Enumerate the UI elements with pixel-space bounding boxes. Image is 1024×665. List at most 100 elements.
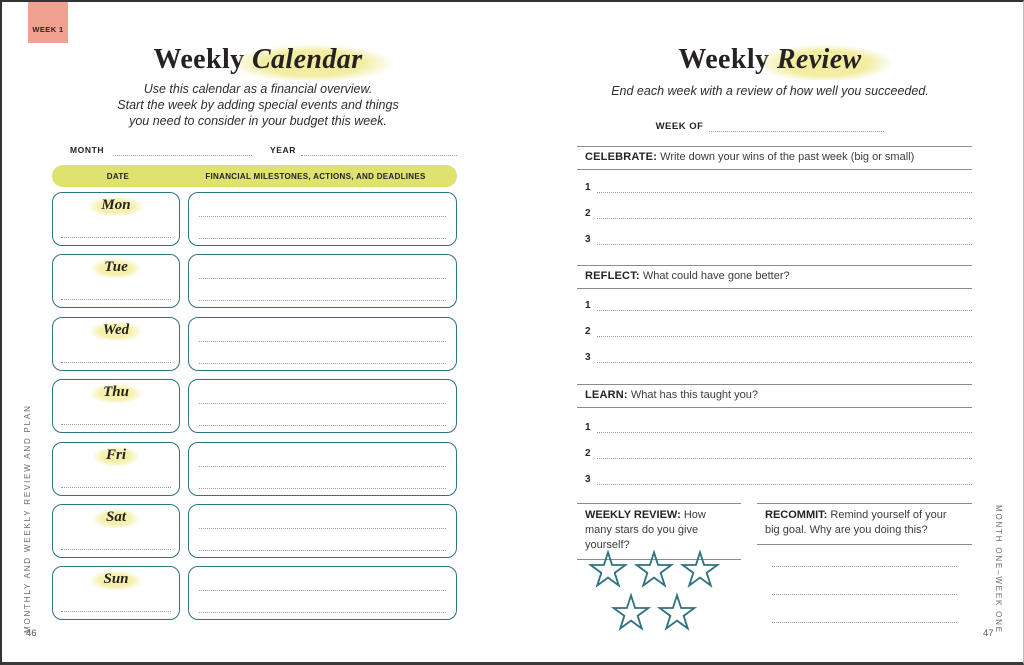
section-prompt: Write down your wins of the past week (b… xyxy=(660,151,915,163)
calendar-instructions: Use this calendar as a financial overvie… xyxy=(2,81,514,129)
table-row-sunday: Sun xyxy=(52,566,457,620)
day-name-label: Fri xyxy=(105,447,126,463)
month-label: MONTH xyxy=(70,145,105,155)
date-box: Sat xyxy=(52,504,180,558)
item-number: 3 xyxy=(585,474,591,485)
table-row-friday: Fri xyxy=(52,442,457,496)
left-margin-section-label: MONTHLY AND WEEKLY REVIEW AND PLAN xyxy=(23,404,32,633)
write-in-line xyxy=(199,238,446,239)
date-write-in-line xyxy=(61,237,171,238)
day-name-label: Sat xyxy=(105,509,126,525)
star-rating-row-2 xyxy=(611,592,697,632)
page-title-weekly-review: Weekly Review xyxy=(514,44,1023,76)
write-in-line xyxy=(772,566,957,567)
milestones-box xyxy=(188,192,457,246)
section-label: LEARN: xyxy=(585,389,628,401)
right-margin-section-label: MONTH ONE–WEEK ONE xyxy=(994,505,1003,634)
date-write-in-line xyxy=(61,487,171,488)
write-in-line xyxy=(596,362,972,363)
star-icon xyxy=(680,549,720,589)
milestones-box xyxy=(188,254,457,308)
day-name-label: Mon xyxy=(101,197,131,213)
write-in-line xyxy=(199,300,446,301)
table-row-wednesday: Wed xyxy=(52,317,457,371)
item-number: 2 xyxy=(585,208,591,219)
milestones-box xyxy=(188,504,457,558)
item-number: 1 xyxy=(585,422,591,433)
year-label: YEAR xyxy=(270,145,297,155)
page-title-weekly-calendar: Weekly Calendar xyxy=(2,44,514,76)
write-in-line xyxy=(199,425,446,426)
table-row-saturday: Sat xyxy=(52,504,457,558)
write-in-line xyxy=(596,192,972,193)
page-number-left: 46 xyxy=(26,628,37,639)
write-in-line xyxy=(772,594,957,595)
star-rating-row-1 xyxy=(588,549,720,589)
item-number: 2 xyxy=(585,326,591,337)
date-box: Wed xyxy=(52,317,180,371)
weekly-review-page: Weekly Review End each week with a revie… xyxy=(514,2,1023,662)
title-word: Weekly xyxy=(153,44,245,75)
week-of-write-in-line xyxy=(709,122,885,132)
item-number: 1 xyxy=(585,182,591,193)
star-icon xyxy=(611,592,651,632)
weekly-calendar-page: WEEK 1 Weekly Calendar Use this calendar… xyxy=(2,2,514,662)
section-header-learn: LEARN: What has this taught you? xyxy=(577,384,972,408)
section-prompt: Remind yourself of your big goal. Why ar… xyxy=(765,509,947,536)
page-number-right: 47 xyxy=(983,628,994,639)
list-item: 2 xyxy=(585,202,972,219)
star-icon xyxy=(634,549,674,589)
section-prompt: How many stars do you give yourself? xyxy=(585,509,706,551)
item-number: 3 xyxy=(585,352,591,363)
write-in-line xyxy=(596,218,972,219)
write-in-line xyxy=(596,244,972,245)
write-in-line xyxy=(596,458,972,459)
star-icon xyxy=(588,549,628,589)
calendar-table-header: DATE FINANCIAL MILESTONES, ACTIONS, AND … xyxy=(52,165,457,187)
year-write-in-line xyxy=(301,145,457,156)
section-prompt: What has this taught you? xyxy=(630,389,759,401)
section-label: CELEBRATE: xyxy=(585,151,658,163)
date-write-in-line xyxy=(61,299,171,300)
write-in-line xyxy=(199,528,446,529)
item-number: 1 xyxy=(585,300,591,311)
date-box: Fri xyxy=(52,442,180,496)
write-in-line xyxy=(596,310,972,311)
date-box: Tue xyxy=(52,254,180,308)
date-write-in-line xyxy=(61,611,171,612)
section-label: REFLECT: xyxy=(585,270,640,282)
day-name-label: Thu xyxy=(103,384,129,400)
write-in-line xyxy=(199,590,446,591)
write-in-line xyxy=(199,363,446,364)
instruction-line: Start the week by adding special events … xyxy=(117,98,399,112)
write-in-line xyxy=(596,484,972,485)
milestones-box xyxy=(188,317,457,371)
write-in-line xyxy=(199,488,446,489)
date-box: Mon xyxy=(52,192,180,246)
date-write-in-line xyxy=(61,549,171,550)
section-label: WEEKLY REVIEW: xyxy=(585,509,681,521)
date-column-header: DATE xyxy=(106,171,130,181)
title-word: Weekly xyxy=(678,44,770,75)
milestones-column-header: FINANCIAL MILESTONES, ACTIONS, AND DEADL… xyxy=(205,171,426,181)
table-row-tuesday: Tue xyxy=(52,254,457,308)
table-row-thursday: Thu xyxy=(52,379,457,433)
list-item: 2 xyxy=(585,442,972,459)
list-item: 3 xyxy=(585,468,972,485)
write-in-line xyxy=(199,466,446,467)
day-name-label: Wed xyxy=(102,322,130,338)
title-word-highlighted: Review xyxy=(776,44,862,75)
section-header-celebrate: CELEBRATE: Write down your wins of the p… xyxy=(577,146,972,170)
write-in-line xyxy=(596,336,972,337)
write-in-line xyxy=(596,432,972,433)
milestones-box xyxy=(188,442,457,496)
section-header-recommit: RECOMMIT: Remind yourself of your big go… xyxy=(757,503,972,545)
review-instructions: End each week with a review of how well … xyxy=(611,84,929,98)
date-box: Thu xyxy=(52,379,180,433)
list-item: 1 xyxy=(585,416,972,433)
week-badge-label: WEEK 1 xyxy=(32,25,64,34)
week-of-label: WEEK OF xyxy=(655,121,704,132)
write-in-line xyxy=(199,278,446,279)
day-name-label: Sun xyxy=(103,571,129,587)
week-badge: WEEK 1 xyxy=(28,2,68,43)
